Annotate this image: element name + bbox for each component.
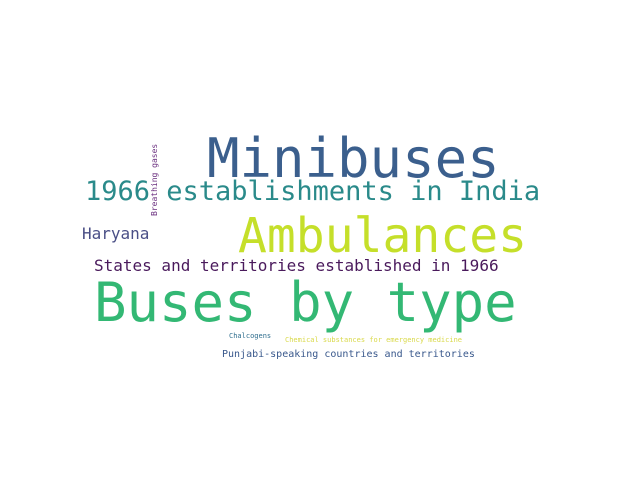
word-breathing-gases: Breathing gases (150, 143, 159, 216)
word-punjabi-speaking: Punjabi-speaking countries and territori… (222, 349, 475, 360)
word-ambulances: Ambulances (238, 208, 527, 264)
word-buses-by-type: Buses by type (94, 271, 517, 334)
word-1966-establishments-in-india: 1966 establishments in India (85, 176, 541, 207)
word-haryana: Haryana (82, 224, 150, 243)
word-minibuses: Minibuses (207, 127, 500, 190)
word-chemical-substances: Chemical substances for emergency medici… (285, 336, 463, 344)
word-states-and-territories: States and territories established in 19… (94, 256, 499, 275)
word-chalcogens: Chalcogens (229, 332, 272, 340)
